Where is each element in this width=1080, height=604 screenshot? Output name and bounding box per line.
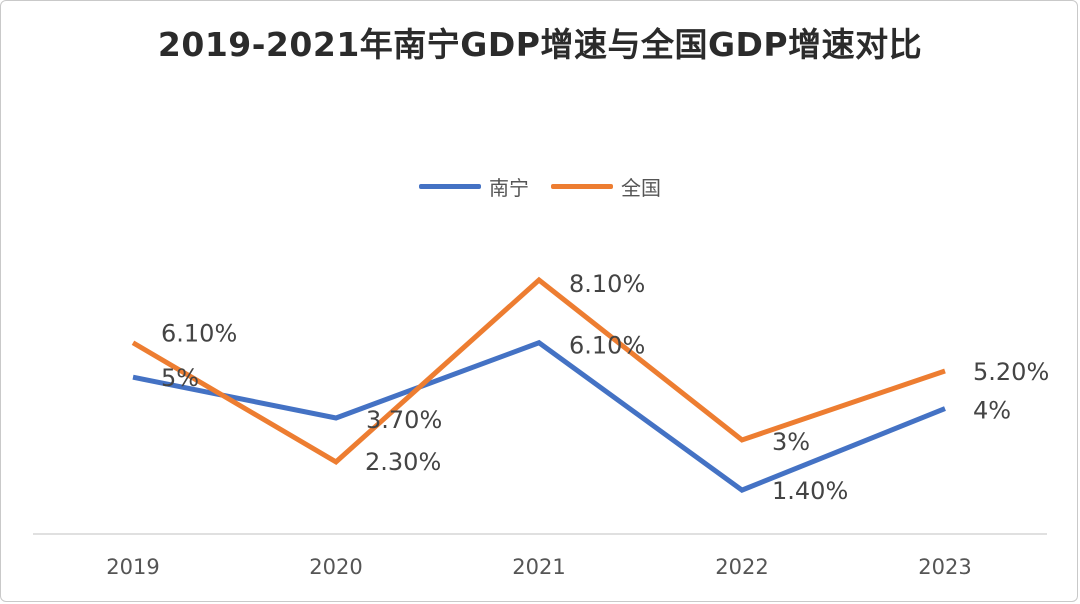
data-label-nanning-2019: 5% [161,364,199,392]
x-tick-label-2022: 2022 [715,555,768,579]
x-tick-label-2023: 2023 [918,555,971,579]
legend-item-nanning: 南宁 [419,172,529,201]
x-tick-layer: 2019 2020 2021 2022 2023 [106,555,971,579]
data-label-nanning-2022: 1.40% [772,477,848,505]
data-label-national-2020: 2.30% [365,448,441,476]
chart-title: 2019-2021年南宁GDP增速与全国GDP增速对比 [157,25,923,64]
data-label-nanning-2023: 4% [973,397,1011,425]
data-label-national-2019: 6.10% [161,320,237,348]
legend-swatch-nanning [419,184,481,189]
series-layer [131,276,946,493]
legend-label-nanning: 南宁 [489,176,529,200]
data-label-layer: 5% 3.70% 6.10% 1.40% 4% 6.10% 2.30% 8.10% 3% 5.20… [161,270,1049,505]
legend-item-national: 全国 [551,172,661,201]
data-label-national-2021: 8.10% [569,270,645,298]
series-line-national [131,276,946,465]
data-label-national-2022: 3% [772,428,810,456]
legend-swatch-national [551,184,613,189]
data-label-nanning-2021: 6.10% [569,332,645,360]
legend: 南宁 全国 [0,172,1080,201]
series-line-nanning [132,339,946,493]
x-tick-label-2019: 2019 [106,555,159,579]
x-tick-label-2020: 2020 [309,555,362,579]
data-label-national-2023: 5.20% [973,358,1049,386]
legend-label-national: 全国 [621,176,661,200]
data-label-nanning-2020: 3.70% [366,406,442,434]
x-tick-label-2021: 2021 [512,555,565,579]
